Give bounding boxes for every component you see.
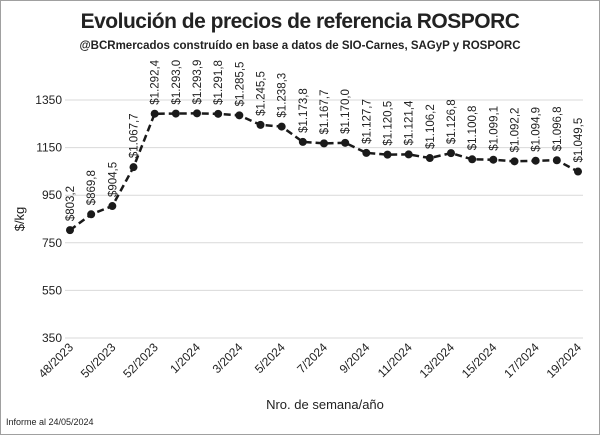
data-label: $1.106,2: [425, 104, 437, 149]
y-tick-label: 1150: [36, 141, 62, 155]
data-label: $1.167,7: [319, 90, 331, 135]
point: [298, 137, 307, 146]
point: [425, 154, 434, 163]
point: [341, 138, 350, 147]
point: [66, 226, 74, 235]
data-label: $1.127,7: [361, 99, 373, 144]
point: [277, 122, 286, 131]
point: [320, 139, 328, 148]
data-label: $869,8: [86, 170, 98, 205]
point: [193, 109, 201, 118]
y-tick-label: 350: [42, 331, 62, 345]
x-axis-title: Nro. de semana/año: [266, 397, 384, 412]
point: [531, 156, 540, 165]
data-label: $1.121,4: [404, 100, 416, 145]
data-label: $1.170,0: [340, 89, 352, 134]
data-label: $1.126,8: [446, 99, 458, 144]
chart-subtitle: @BCRmercados construído en base a datos …: [79, 40, 520, 52]
point: [489, 155, 498, 164]
data-label: $1.291,8: [213, 60, 225, 105]
data-label: $1.067,7: [129, 113, 141, 158]
point: [552, 156, 561, 165]
data-label: $1.100,8: [467, 106, 479, 151]
data-label: $1.293,0: [171, 60, 183, 105]
point: [87, 210, 96, 219]
point: [235, 111, 244, 120]
data-label: $1.285,5: [234, 62, 246, 107]
data-label: $1.245,5: [256, 71, 268, 116]
data-label: $1.293,9: [192, 60, 204, 105]
data-label: $1.173,8: [298, 88, 310, 133]
data-label: $1.238,3: [277, 73, 289, 118]
data-label: $1.120,5: [383, 101, 395, 146]
chart-title: Evolución de precios de referencia ROSPO…: [81, 10, 520, 33]
y-tick-label: 750: [42, 236, 62, 250]
point: [574, 167, 582, 176]
data-label: $803,2: [65, 186, 77, 221]
point: [447, 149, 455, 158]
y-tick-label: 1350: [35, 93, 62, 107]
data-label: $1.096,8: [552, 106, 564, 151]
point: [404, 150, 413, 159]
data-label: $1.099,1: [488, 106, 500, 151]
point: [129, 163, 138, 172]
point: [383, 150, 392, 159]
y-axis-title: $/kg: [12, 207, 27, 232]
data-label: $1.094,9: [531, 107, 543, 152]
point: [468, 155, 477, 164]
point: [108, 202, 117, 211]
data-label: $1.092,2: [510, 108, 522, 153]
point: [362, 148, 371, 157]
footnote: Informe al 24/05/2024: [6, 417, 94, 427]
point: [171, 109, 180, 118]
data-label: $904,5: [107, 162, 119, 197]
data-label: $1.049,5: [573, 118, 585, 163]
point: [150, 109, 159, 118]
data-label: $1.292,4: [150, 59, 162, 104]
y-tick-label: 950: [42, 188, 62, 202]
point: [214, 109, 223, 118]
y-tick-label: 550: [42, 283, 62, 297]
point: [256, 120, 265, 129]
point: [510, 157, 519, 166]
